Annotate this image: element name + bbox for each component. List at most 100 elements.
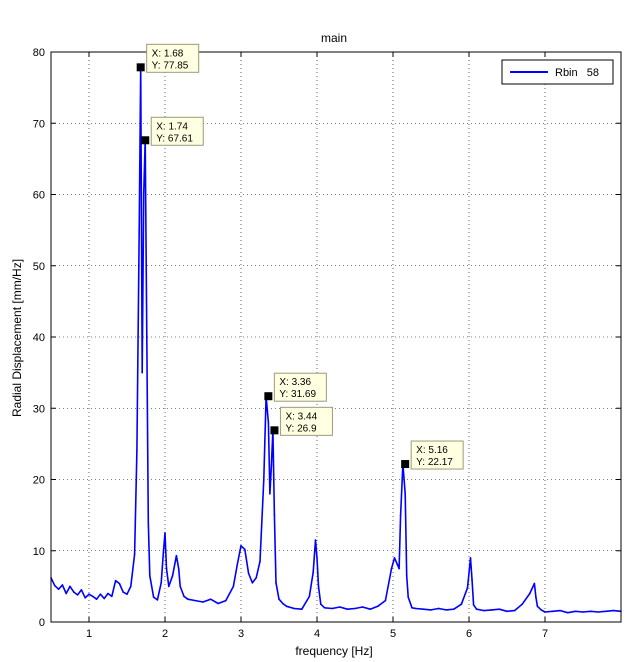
data-point xyxy=(152,596,155,598)
data-point xyxy=(275,582,277,584)
data-point xyxy=(270,464,273,467)
chart-title: main xyxy=(321,31,347,45)
data-point xyxy=(354,607,356,610)
data-point xyxy=(314,539,317,541)
data-point xyxy=(404,492,406,495)
data-tip-text: X: 1.74 xyxy=(156,121,188,132)
data-tip-marker xyxy=(264,392,273,401)
data-tip-marker xyxy=(270,426,279,435)
data-point xyxy=(475,608,478,610)
data-point xyxy=(411,606,413,609)
x-tick-label: 6 xyxy=(466,628,472,640)
data-point xyxy=(175,554,178,557)
data-point xyxy=(84,596,86,599)
data-point xyxy=(118,582,121,585)
data-point xyxy=(177,567,180,570)
data-point xyxy=(407,596,410,598)
x-axis-label: frequency [Hz] xyxy=(295,644,372,658)
data-point xyxy=(73,591,75,593)
data-point xyxy=(232,585,235,588)
data-point xyxy=(244,548,246,551)
data-point xyxy=(396,564,399,566)
data-point xyxy=(551,610,554,613)
data-tip-text: Y: 26.9 xyxy=(285,423,317,434)
data-point xyxy=(483,609,486,612)
data-tip-box xyxy=(279,406,333,436)
data-point xyxy=(145,336,148,338)
data-point xyxy=(308,595,311,598)
y-tick-label: 60 xyxy=(33,190,45,202)
data-point xyxy=(130,585,132,588)
data-point xyxy=(346,608,349,610)
data-point xyxy=(317,585,320,588)
data-point xyxy=(316,557,318,559)
data-point xyxy=(393,557,396,559)
data-point xyxy=(536,605,539,608)
data-tip-text: Y: 31.69 xyxy=(279,389,316,400)
data-point xyxy=(453,608,455,610)
data-point xyxy=(469,557,472,559)
data-point xyxy=(384,599,387,602)
data-point xyxy=(194,599,197,602)
data-point xyxy=(405,574,408,577)
data-point xyxy=(133,553,136,556)
data-point xyxy=(582,611,584,613)
data-point xyxy=(323,606,326,609)
data-point xyxy=(187,598,189,600)
data-point xyxy=(92,595,94,598)
data-tip-text: X: 3.44 xyxy=(285,411,317,422)
data-point xyxy=(589,610,592,613)
y-tick-label: 70 xyxy=(33,118,45,130)
y-tick-label: 80 xyxy=(33,47,45,59)
data-point xyxy=(156,599,159,601)
data-point xyxy=(398,567,400,570)
data-point xyxy=(236,564,238,566)
data-point xyxy=(574,610,577,613)
data-point xyxy=(472,604,475,606)
data-tip-marker xyxy=(136,63,145,72)
data-point xyxy=(141,371,143,374)
x-tick-label: 5 xyxy=(390,628,396,640)
data-point xyxy=(209,598,212,600)
data-point xyxy=(183,595,185,598)
data-point xyxy=(605,610,607,613)
grid xyxy=(51,52,621,622)
data-tip-text: X: 5.16 xyxy=(416,445,448,456)
data-point xyxy=(269,492,271,495)
data-point xyxy=(390,567,393,570)
data-tip-text: X: 3.36 xyxy=(279,377,311,388)
data-point xyxy=(107,592,109,595)
data-point xyxy=(171,574,174,577)
series-line xyxy=(50,66,622,614)
data-point xyxy=(521,603,523,605)
data-point xyxy=(535,596,537,598)
data-point xyxy=(466,587,469,589)
data-point xyxy=(415,607,417,610)
data-point xyxy=(506,610,508,613)
data-tip-text: Y: 77.85 xyxy=(152,60,189,71)
data-point xyxy=(168,585,170,588)
data-point xyxy=(460,603,463,605)
data-point xyxy=(88,593,90,596)
data-point xyxy=(259,560,261,563)
data-point xyxy=(136,450,138,452)
legend-label: Rbin 58 xyxy=(555,67,599,79)
y-tick-label: 40 xyxy=(33,332,45,344)
data-point xyxy=(567,611,569,614)
data-point xyxy=(369,608,372,610)
data-point xyxy=(80,589,83,591)
data-point xyxy=(76,594,79,596)
x-tick-label: 4 xyxy=(314,628,320,640)
data-point xyxy=(142,193,145,196)
y-axis-label: Radial Displacement [mm/Hz] xyxy=(10,259,24,417)
data-point xyxy=(103,597,105,600)
data-point xyxy=(69,585,71,588)
data-point xyxy=(361,606,364,608)
data-point xyxy=(339,606,341,608)
data-point xyxy=(377,605,379,608)
x-tick-label: 3 xyxy=(238,628,244,640)
x-tick-label: 7 xyxy=(542,628,548,640)
data-point xyxy=(544,611,546,613)
data-tip-marker xyxy=(141,136,150,145)
